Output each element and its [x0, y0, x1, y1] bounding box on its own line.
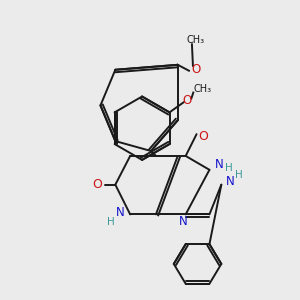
Text: O: O	[191, 63, 200, 76]
Text: H: H	[107, 217, 115, 227]
Text: H: H	[225, 163, 233, 173]
Text: H: H	[235, 170, 243, 180]
Text: N: N	[215, 158, 224, 171]
Text: N: N	[179, 215, 188, 228]
Text: CH₃: CH₃	[187, 35, 205, 45]
Text: O: O	[93, 178, 102, 191]
Text: N: N	[116, 206, 125, 219]
Text: CH₃: CH₃	[193, 84, 211, 94]
Text: N: N	[226, 175, 235, 188]
Text: O: O	[183, 94, 192, 107]
Text: O: O	[199, 130, 208, 142]
